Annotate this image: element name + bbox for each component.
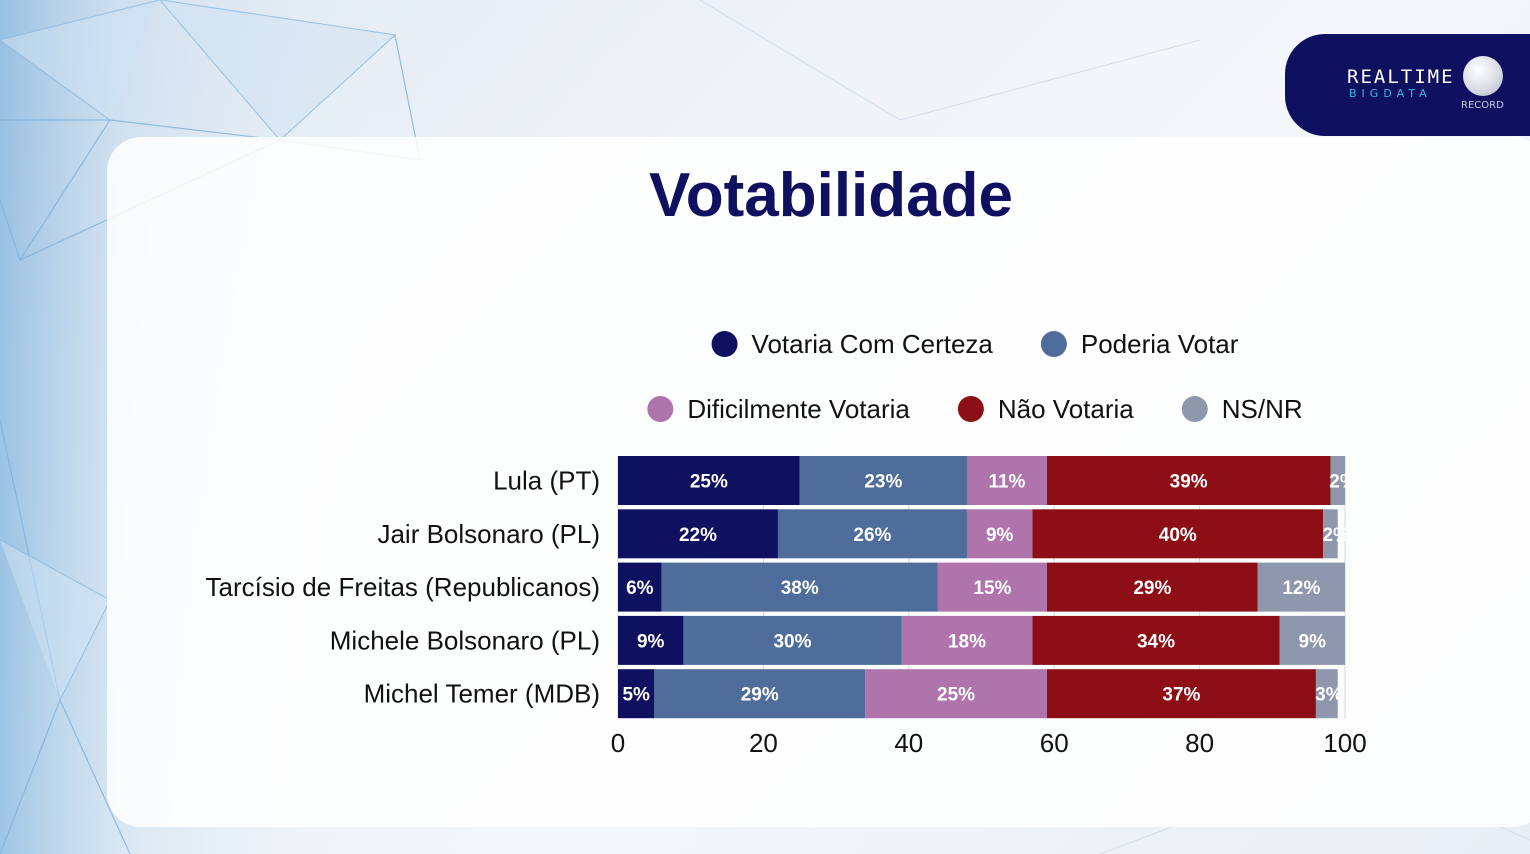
- record-logo-text: RECORD: [1461, 100, 1504, 111]
- bar-segment: [1315, 669, 1338, 719]
- bar-segment: [618, 615, 684, 665]
- bar-segment: [865, 669, 1047, 719]
- bar-segment: [618, 669, 655, 719]
- bar-segment: [1046, 669, 1316, 719]
- legend-marker: [711, 331, 738, 357]
- bar-segment: [1046, 562, 1258, 612]
- bar-segment: [683, 615, 902, 665]
- legend-marker: [1181, 396, 1208, 422]
- data-label: 37%: [1162, 685, 1200, 706]
- bar-segment: [901, 615, 1033, 665]
- data-label: 9%: [637, 631, 665, 652]
- bar-segment: [1032, 615, 1280, 665]
- bar-segment: [661, 562, 938, 612]
- data-label: 3%: [1315, 685, 1343, 706]
- data-label: 22%: [679, 525, 717, 546]
- bar-segment: [966, 509, 1033, 559]
- legend-label: NS/NR: [1222, 394, 1303, 424]
- data-label: 25%: [690, 472, 728, 493]
- x-tick-label: 40: [894, 728, 923, 758]
- bigdata-logo-text: BIGDATA: [1349, 87, 1432, 100]
- data-label: 38%: [781, 578, 819, 599]
- bar-segment: [654, 669, 866, 719]
- brand-logo-box: REALTIME BIGDATA RECORD: [1285, 34, 1530, 136]
- data-label: 18%: [948, 631, 986, 652]
- legend-marker: [647, 396, 674, 422]
- data-label: 9%: [986, 525, 1014, 546]
- data-label: 2%: [1322, 525, 1350, 546]
- bar-segment: [618, 456, 800, 505]
- legend-label: Poderia Votar: [1081, 329, 1239, 359]
- data-label: 23%: [864, 472, 902, 493]
- data-label: 39%: [1170, 472, 1208, 493]
- data-label: 6%: [626, 578, 654, 599]
- bar-segment: [1323, 509, 1338, 559]
- x-tick-label: 80: [1185, 728, 1214, 758]
- x-tick-label: 0: [611, 728, 625, 758]
- data-label: 9%: [1299, 631, 1327, 652]
- legend-marker: [957, 396, 984, 422]
- legend-label: Dificilmente Votaria: [687, 394, 910, 424]
- bar-segment: [1046, 456, 1331, 505]
- bar-segment: [799, 456, 967, 505]
- data-label: 12%: [1282, 578, 1320, 599]
- y-tick-label: Lula (PT): [493, 466, 600, 496]
- x-tick-label: 60: [1040, 728, 1069, 758]
- data-label: 30%: [773, 631, 811, 652]
- data-label: 29%: [1133, 578, 1171, 599]
- data-label: 11%: [988, 472, 1025, 493]
- bar-segment: [966, 456, 1047, 505]
- x-tick-label: 20: [749, 728, 778, 758]
- data-label: 29%: [741, 685, 779, 706]
- y-tick-label: Michel Temer (MDB): [364, 679, 600, 709]
- bar-segment: [618, 509, 778, 559]
- y-tick-label: Michele Bolsonaro (PL): [330, 625, 600, 655]
- y-tick-label: Tarcísio de Freitas (Republicanos): [206, 572, 601, 602]
- data-label: 40%: [1159, 525, 1197, 546]
- chart-title: Votabilidade: [648, 161, 1013, 230]
- y-tick-label: Jair Bolsonaro (PL): [377, 519, 600, 549]
- x-tick-label: 100: [1323, 728, 1366, 758]
- record-logo-icon: [1463, 56, 1503, 96]
- data-label: 25%: [937, 685, 975, 706]
- data-label: 26%: [853, 525, 891, 546]
- bar-segment: [777, 509, 967, 559]
- data-label: 2%: [1329, 472, 1357, 493]
- legend-label: Votaria Com Certeza: [752, 329, 994, 359]
- data-label: 34%: [1137, 631, 1175, 652]
- legend-marker: [1040, 331, 1067, 357]
- bar-segment: [618, 562, 662, 612]
- data-label: 15%: [973, 578, 1011, 599]
- realtime-logo-text: REALTIME: [1347, 66, 1455, 88]
- bar-segment: [1257, 562, 1345, 612]
- data-label: 5%: [622, 685, 650, 706]
- bar-segment: [937, 562, 1047, 612]
- bar-segment: [1032, 509, 1324, 559]
- bar-segment: [1330, 456, 1345, 505]
- legend-label: Não Votaria: [998, 394, 1134, 424]
- bar-segment: [1279, 615, 1345, 665]
